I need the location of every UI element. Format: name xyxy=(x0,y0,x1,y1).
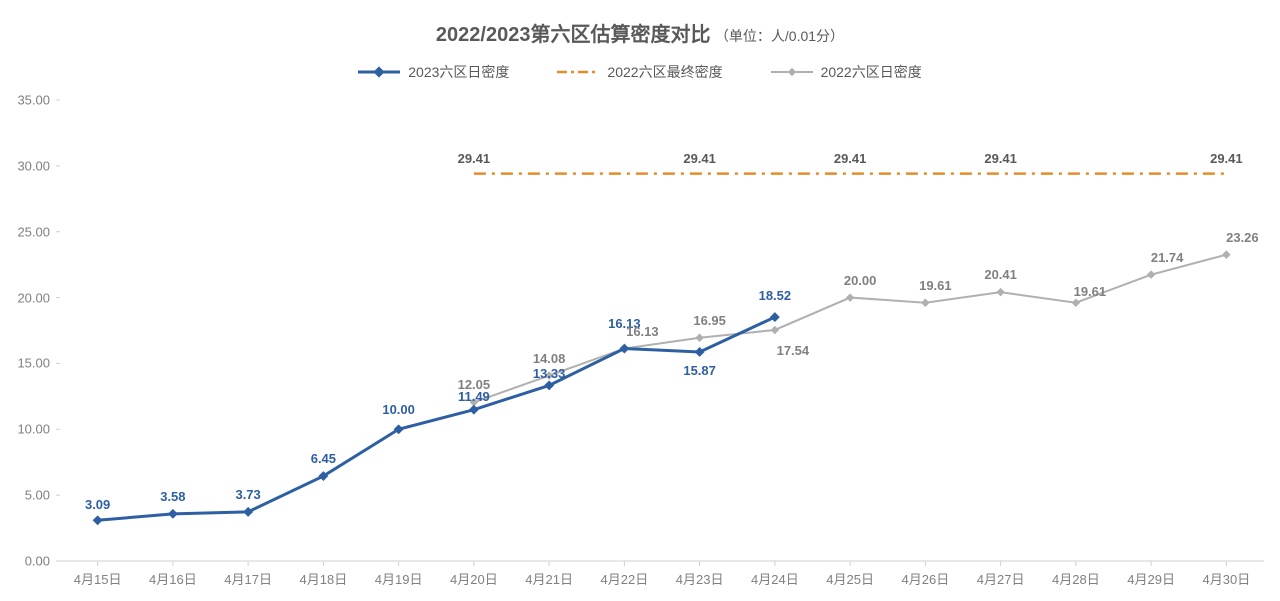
xtick-label: 4月29日 xyxy=(1127,569,1175,588)
xtick-label: 4月15日 xyxy=(74,569,122,588)
legend-swatch-2022daily xyxy=(771,65,813,79)
chart-title: 2022/2023第六区估算密度对比 （单位：人/0.01分） xyxy=(0,18,1280,47)
data-label: 29.41 xyxy=(834,151,867,166)
data-label: 13.33 xyxy=(533,366,566,381)
legend-swatch-2023 xyxy=(358,65,400,79)
legend-label-2022final: 2022六区最终密度 xyxy=(607,62,722,82)
plot-area: 0.005.0010.0015.0020.0025.0030.0035.004月… xyxy=(60,100,1264,561)
data-label: 16.13 xyxy=(626,324,659,339)
xtick-label: 4月25日 xyxy=(826,569,874,588)
xtick-label: 4月19日 xyxy=(375,569,423,588)
data-label: 6.45 xyxy=(311,451,336,466)
data-label: 3.73 xyxy=(235,487,260,502)
data-label: 14.08 xyxy=(533,351,566,366)
legend-item-2022daily: 2022六区日密度 xyxy=(771,62,922,82)
xtick-label: 4月26日 xyxy=(902,569,950,588)
data-label: 17.54 xyxy=(777,343,810,358)
legend-label-2023: 2023六区日密度 xyxy=(408,62,509,82)
ytick-label: 30.00 xyxy=(17,158,50,173)
ytick-label: 25.00 xyxy=(17,224,50,239)
ytick-label: 35.00 xyxy=(17,93,50,108)
xtick-label: 4月17日 xyxy=(224,569,272,588)
data-label: 19.61 xyxy=(1074,284,1107,299)
data-label: 10.00 xyxy=(382,402,415,417)
chart-legend: 2023六区日密度 2022六区最终密度 2022六区日密度 xyxy=(0,62,1280,82)
data-label: 3.09 xyxy=(85,497,110,512)
legend-label-2022daily: 2022六区日密度 xyxy=(821,62,922,82)
data-label: 29.41 xyxy=(683,151,716,166)
data-label: 18.52 xyxy=(759,288,792,303)
xtick-label: 4月18日 xyxy=(300,569,348,588)
data-label: 3.58 xyxy=(160,489,185,504)
xtick-label: 4月16日 xyxy=(149,569,197,588)
data-label: 16.95 xyxy=(693,313,726,328)
xtick-label: 4月28日 xyxy=(1052,569,1100,588)
data-label: 21.74 xyxy=(1151,250,1184,265)
legend-swatch-2022final xyxy=(557,65,599,79)
data-label: 23.26 xyxy=(1226,230,1259,245)
legend-item-2022final: 2022六区最终密度 xyxy=(557,62,722,82)
ytick-label: 15.00 xyxy=(17,356,50,371)
xtick-label: 4月20日 xyxy=(450,569,498,588)
data-label: 20.41 xyxy=(984,267,1017,282)
xtick-label: 4月24日 xyxy=(751,569,799,588)
chart-title-sub: （单位：人/0.01分） xyxy=(715,28,844,44)
ytick-label: 10.00 xyxy=(17,422,50,437)
ytick-label: 20.00 xyxy=(17,290,50,305)
data-label: 20.00 xyxy=(844,273,877,288)
xtick-label: 4月27日 xyxy=(977,569,1025,588)
data-label: 29.41 xyxy=(984,151,1017,166)
xtick-label: 4月21日 xyxy=(525,569,573,588)
xtick-label: 4月30日 xyxy=(1203,569,1251,588)
xtick-label: 4月23日 xyxy=(676,569,724,588)
data-label: 29.41 xyxy=(1210,151,1243,166)
data-label: 12.05 xyxy=(458,377,491,392)
data-label: 15.87 xyxy=(683,363,716,378)
ytick-label: 0.00 xyxy=(25,554,50,569)
ytick-label: 5.00 xyxy=(25,488,50,503)
xtick-label: 4月22日 xyxy=(601,569,649,588)
density-comparison-chart: 2022/2023第六区估算密度对比 （单位：人/0.01分） 2023六区日密… xyxy=(0,0,1280,601)
data-label: 19.61 xyxy=(919,278,952,293)
chart-title-main: 2022/2023第六区估算密度对比 xyxy=(436,24,711,46)
legend-item-2023: 2023六区日密度 xyxy=(358,62,509,82)
data-label: 29.41 xyxy=(458,151,491,166)
